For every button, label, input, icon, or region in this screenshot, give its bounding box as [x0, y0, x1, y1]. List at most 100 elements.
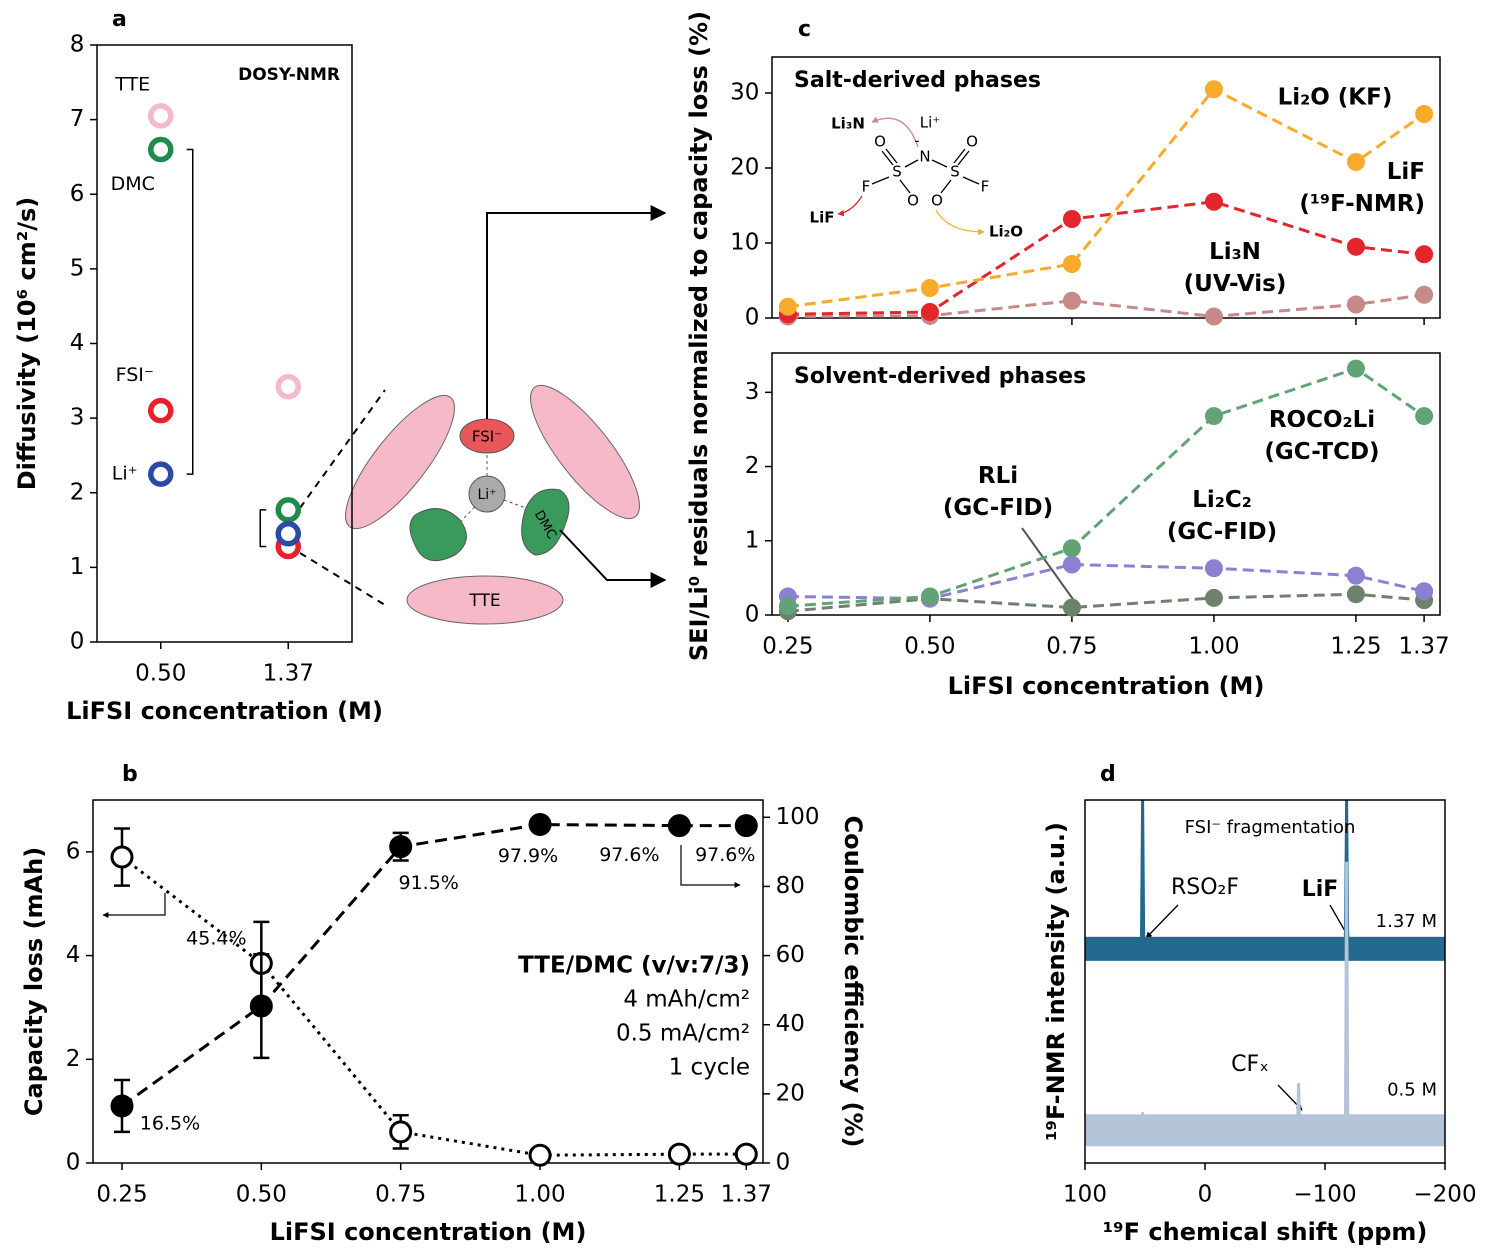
point [778, 597, 797, 616]
y-tick-label: 30 [730, 80, 759, 106]
chart-title: DOSY-NMR [238, 65, 340, 85]
point [667, 814, 691, 838]
x-tick-label: 0.25 [96, 1182, 147, 1208]
point [1346, 295, 1365, 314]
y-tick-label: 0 [745, 305, 760, 331]
point [920, 279, 939, 297]
x-tick-label: 0.75 [1046, 634, 1097, 660]
point [734, 1142, 758, 1166]
fsi-structure [837, 116, 985, 236]
point [1415, 245, 1434, 264]
annotation: 1 cycle [669, 1055, 750, 1081]
chart-title: Salt-derived phases [794, 68, 1041, 93]
annotation: RSO₂F [1171, 875, 1239, 900]
series-label: ROCO₂Li (GC-TCD) [1264, 407, 1379, 465]
point [389, 835, 413, 859]
x-tick-label: 1.00 [1188, 634, 1239, 660]
x-tick-label: 1.00 [514, 1182, 565, 1208]
point [249, 994, 273, 1018]
point [1062, 255, 1081, 273]
dmc-molecule [521, 488, 570, 556]
bond [940, 179, 952, 194]
series-line [121, 855, 747, 1157]
point [1204, 407, 1223, 426]
y-tick-label: 5 [70, 255, 85, 281]
y-tick-label: 1 [745, 527, 760, 553]
point [528, 1143, 552, 1167]
y-tick-label: 2 [745, 453, 760, 479]
y-tick-label: 0 [66, 1150, 81, 1176]
range-bracket [186, 148, 194, 475]
point [148, 397, 174, 424]
point [110, 845, 134, 869]
point [1415, 285, 1434, 304]
y-tick-label: 10 [730, 230, 759, 256]
structure-label: Li⁺ [920, 114, 940, 132]
x-tick-label: 0.25 [762, 634, 813, 660]
reaction-arrow [837, 195, 863, 217]
point [1415, 582, 1434, 601]
series-label: RLi (GC-FID) [943, 463, 1053, 521]
point [920, 587, 939, 606]
x-axis-label: LiFSI concentration (M) [948, 672, 1265, 700]
y-tick-label: 8 [70, 32, 85, 58]
axis-label: SEI/Li⁰ residuals normalized to capacity… [685, 11, 713, 661]
y-tick-label: 1 [70, 554, 85, 580]
structure-label: O [907, 192, 919, 210]
point [389, 1120, 413, 1144]
x-tick-label: 100 [1063, 1182, 1107, 1208]
tte-molecule [345, 394, 455, 530]
point [1346, 585, 1365, 604]
y-tick-label: 100 [776, 804, 820, 830]
point [667, 1142, 691, 1166]
point-label: Li⁺ [112, 463, 138, 485]
axes-frame [96, 44, 353, 643]
structure-label: Li₃N [831, 115, 865, 133]
annotation: LiF [1302, 877, 1339, 902]
y-tick-label: 4 [66, 942, 81, 968]
tte-molecule [406, 575, 564, 625]
structure-label: Li₂O [989, 223, 1023, 241]
reaction-arrow [871, 116, 919, 148]
value-label: 97.9% [498, 845, 558, 867]
diagram-label: FSI⁻ [472, 428, 502, 446]
point-label: DMC [111, 173, 155, 195]
point [1204, 588, 1223, 607]
point [1062, 539, 1081, 558]
bond [871, 176, 890, 185]
point [920, 303, 939, 321]
bond [931, 159, 948, 168]
bond [881, 150, 894, 166]
point [1062, 210, 1081, 228]
x-tick-label: 0.75 [375, 1182, 426, 1208]
point [148, 136, 174, 163]
panel-letter: b [122, 762, 138, 787]
point [528, 813, 552, 837]
axes-frame [92, 799, 764, 1164]
x-axis-label: LiFSI concentration (M) [270, 1218, 587, 1246]
structure-label: F [862, 178, 871, 196]
y-tick-label: 20 [730, 155, 759, 181]
y-tick-label: 60 [776, 942, 805, 968]
value-label: 91.5% [399, 872, 459, 894]
y-tick-label: 6 [70, 181, 85, 207]
structure-label: LiF [810, 209, 835, 227]
y-tick-label: 2 [66, 1046, 81, 1072]
point-label: TTE [114, 73, 150, 95]
point [1204, 559, 1223, 578]
x-tick-label: 0.50 [236, 1182, 287, 1208]
point [1062, 291, 1081, 310]
arrow [559, 529, 667, 588]
bond [899, 179, 911, 194]
dmc-molecule [409, 508, 467, 562]
annotation: 0.5 mA/cm² [616, 1021, 750, 1047]
structure-label: O [931, 192, 943, 210]
structure-label: N [919, 148, 930, 166]
point [1346, 359, 1365, 378]
series-line [787, 200, 1425, 316]
y-tick-label: 0 [776, 1150, 791, 1176]
bond [904, 159, 919, 168]
tte-molecule [530, 384, 640, 520]
reaction-arrow [935, 209, 985, 236]
